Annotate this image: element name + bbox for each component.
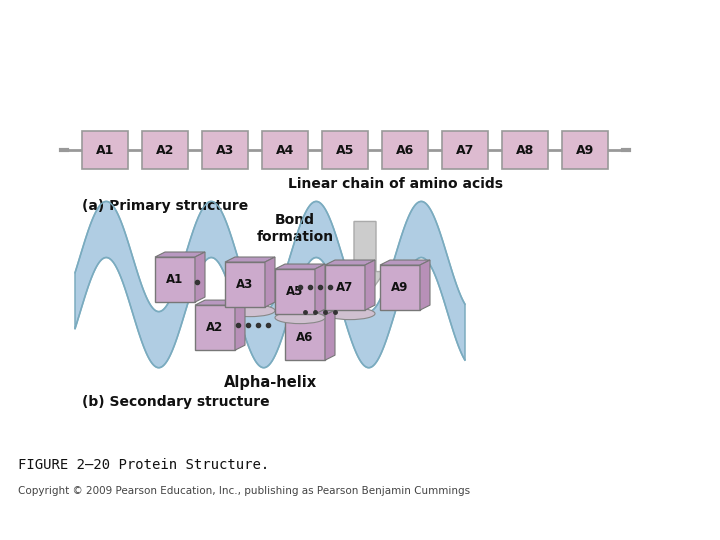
Polygon shape [195, 300, 245, 305]
Polygon shape [325, 260, 375, 265]
Polygon shape [75, 201, 465, 368]
Text: A1: A1 [96, 144, 114, 157]
Polygon shape [325, 310, 335, 360]
Polygon shape [345, 221, 385, 300]
FancyBboxPatch shape [142, 131, 188, 170]
Text: A7: A7 [336, 281, 354, 294]
Text: (b) Secondary structure: (b) Secondary structure [82, 395, 269, 409]
Polygon shape [365, 260, 375, 310]
Polygon shape [285, 310, 335, 315]
Text: FIGURE 2–20 Protein Structure.: FIGURE 2–20 Protein Structure. [18, 458, 269, 472]
Text: Bond
formation: Bond formation [256, 213, 333, 244]
Polygon shape [315, 264, 325, 314]
Text: A5: A5 [287, 285, 304, 298]
Polygon shape [195, 252, 205, 302]
FancyBboxPatch shape [195, 305, 235, 350]
Polygon shape [420, 260, 430, 310]
Text: (a) Primary structure: (a) Primary structure [82, 199, 248, 213]
FancyBboxPatch shape [155, 257, 195, 302]
FancyBboxPatch shape [225, 262, 265, 307]
Polygon shape [265, 257, 275, 307]
Ellipse shape [225, 305, 275, 316]
Text: Linear chain of amino acids: Linear chain of amino acids [287, 177, 503, 191]
Text: Alpha-helix: Alpha-helix [223, 375, 317, 390]
Text: Secondary Structure: Secondary Structure [183, 21, 537, 50]
FancyBboxPatch shape [82, 131, 128, 170]
FancyBboxPatch shape [275, 269, 315, 314]
Text: A6: A6 [297, 331, 314, 344]
Text: Copyright © 2009 Pearson Education, Inc., publishing as Pearson Benjamin Cumming: Copyright © 2009 Pearson Education, Inc.… [18, 486, 470, 496]
Text: A4: A4 [276, 144, 294, 157]
FancyBboxPatch shape [442, 131, 488, 170]
Text: A9: A9 [576, 144, 594, 157]
FancyBboxPatch shape [202, 131, 248, 170]
FancyBboxPatch shape [325, 265, 365, 310]
Text: A6: A6 [396, 144, 414, 157]
Text: A7: A7 [456, 144, 474, 157]
Text: A3: A3 [236, 278, 253, 291]
FancyBboxPatch shape [322, 131, 368, 170]
Polygon shape [155, 252, 205, 257]
FancyBboxPatch shape [380, 265, 420, 310]
FancyBboxPatch shape [562, 131, 608, 170]
Polygon shape [225, 257, 275, 262]
FancyBboxPatch shape [285, 315, 325, 360]
Ellipse shape [275, 312, 325, 323]
Text: A5: A5 [336, 144, 354, 157]
Polygon shape [235, 300, 245, 350]
FancyBboxPatch shape [502, 131, 548, 170]
Text: A2: A2 [156, 144, 174, 157]
Text: A8: A8 [516, 144, 534, 157]
Text: A1: A1 [166, 273, 184, 286]
Text: A9: A9 [391, 281, 409, 294]
Polygon shape [275, 264, 325, 269]
Ellipse shape [325, 308, 375, 320]
FancyBboxPatch shape [262, 131, 308, 170]
FancyBboxPatch shape [382, 131, 428, 170]
Text: A3: A3 [216, 144, 234, 157]
Text: A2: A2 [207, 321, 224, 334]
Polygon shape [380, 260, 430, 265]
